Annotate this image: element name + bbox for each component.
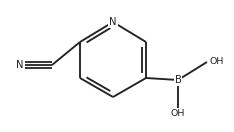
Text: N: N <box>16 60 24 70</box>
Text: OH: OH <box>209 58 223 67</box>
Text: B: B <box>175 75 181 85</box>
Text: OH: OH <box>171 109 185 118</box>
Text: N: N <box>109 17 117 27</box>
